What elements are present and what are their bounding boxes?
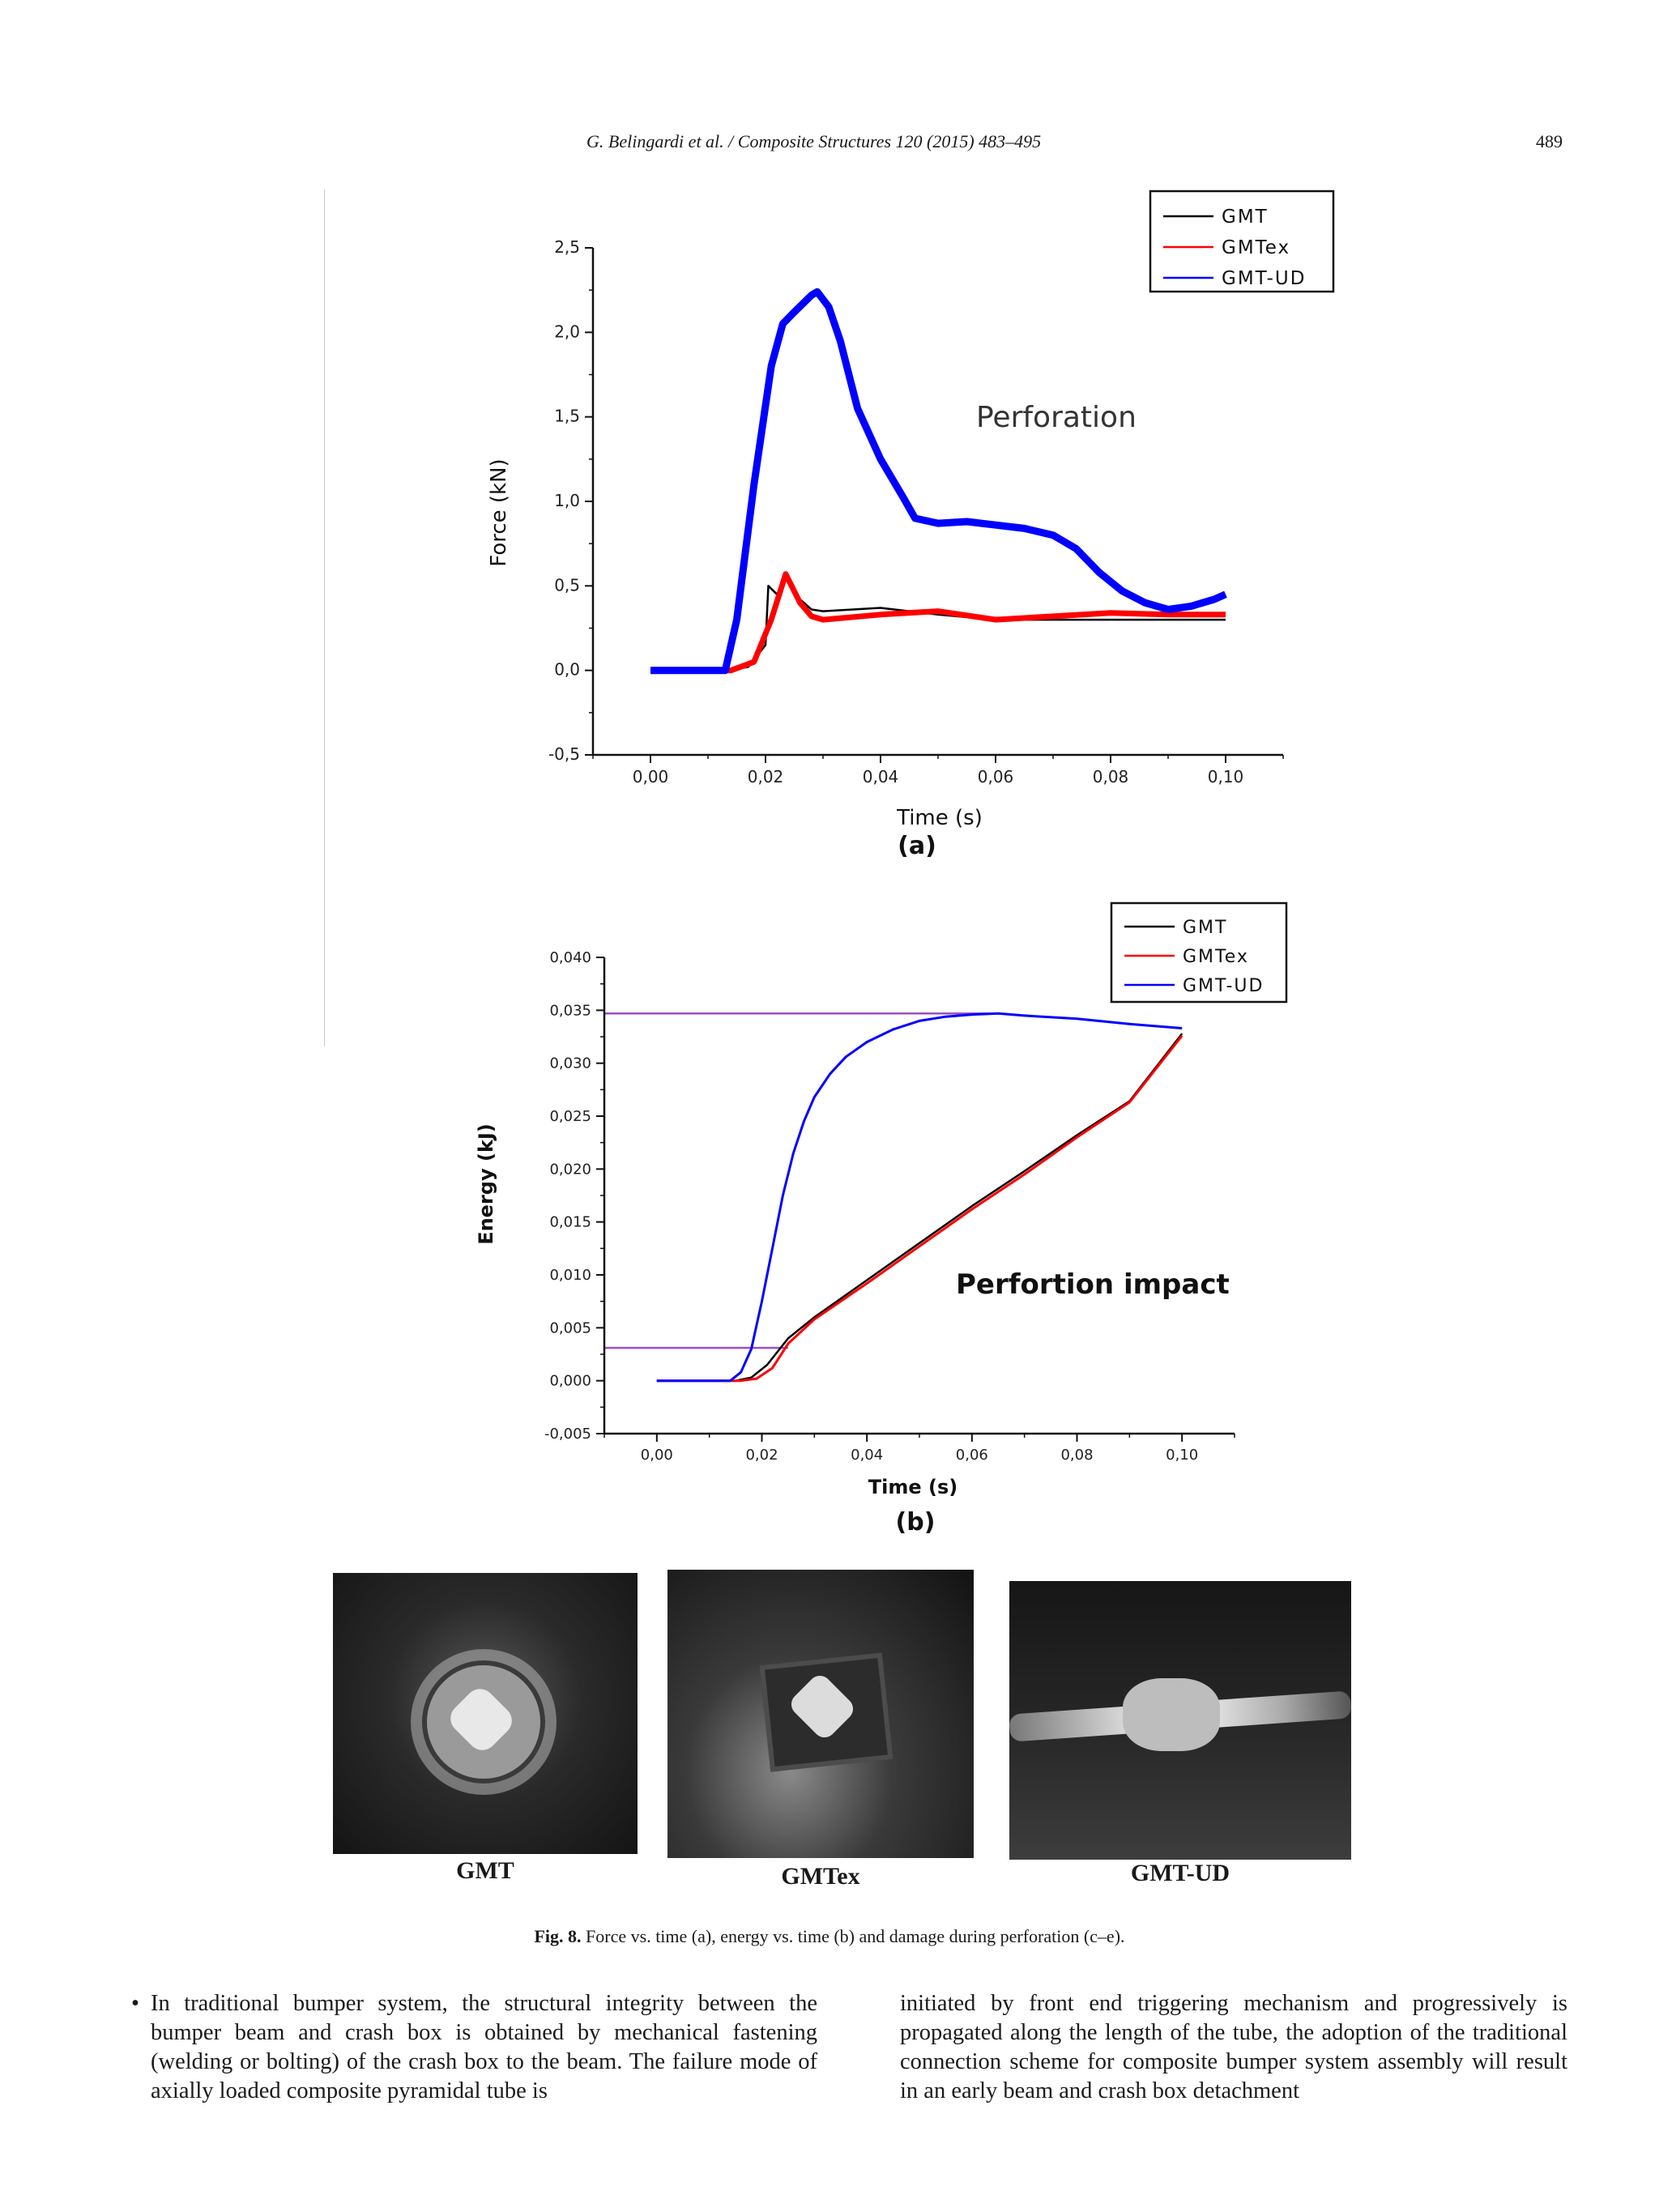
fracture-center-gmt-ud — [1123, 1678, 1220, 1751]
damage-photos: GMT GMTex GMT-UD — [0, 1570, 1659, 1902]
chart-b-ytick-label: 0,035 — [549, 1002, 591, 1019]
journal-citation: G. Belingardi et al. / Composite Structu… — [586, 131, 1042, 151]
chart-a-series-gmt-ud — [650, 288, 1227, 675]
chart-a-xtick-label: 0,08 — [1093, 767, 1129, 786]
chart-b-xtick-label: 0,08 — [1060, 1447, 1093, 1464]
chart-a-xtick-label: 0,02 — [748, 767, 784, 786]
energy-time-chart: -0,005 0,000 0,005 0,010 0,015 0,020 0,025 0,03… — [475, 901, 1288, 1536]
photo-gmt — [333, 1573, 638, 1854]
chart-b-legend-label: GMT-UD — [1183, 976, 1264, 996]
force-time-chart: -0,5 0,0 0,5 1,0 1,5 2,0 2,5 0,00 0,02 0,04 0,06 0,… — [487, 190, 1335, 860]
photo-gmt-ud — [1009, 1581, 1351, 1860]
chart-a-legend: GMT GMTex GMT-UD — [1149, 190, 1335, 293]
chart-b-ytick-label: 0,005 — [549, 1319, 591, 1336]
page-header: G. Belingardi et al. / Composite Structu… — [0, 123, 1659, 156]
chart-a-legend-label: GMTex — [1222, 237, 1290, 258]
chart-b-series-gmtex — [656, 1034, 1183, 1383]
chart-a-series-gmtex — [650, 571, 1226, 674]
chart-b-ytick-label: 0,010 — [549, 1267, 591, 1284]
chart-a-ytick-label: 2,0 — [554, 322, 580, 341]
chart-a-ytick-label: -0,5 — [548, 744, 580, 764]
chart-a-ytick-label: 1,0 — [554, 491, 580, 510]
caption-text: Force vs. time (a), energy vs. time (b) … — [586, 1926, 1125, 1946]
chart-b-title: Perfortion impact — [956, 1268, 1230, 1301]
chart-b-ylabel: Energy (kJ) — [475, 1123, 497, 1245]
chart-b-ytick-label: 0,030 — [549, 1055, 591, 1072]
chart-a-xtick-label: 0,04 — [863, 767, 899, 786]
chart-b-ytick-label: -0,005 — [544, 1426, 591, 1443]
chart-a-xtick-label: 0,00 — [633, 767, 669, 786]
chart-b-ytick-label: 0,025 — [549, 1108, 591, 1125]
chart-b-series-gmt-ud — [656, 1012, 1183, 1383]
chart-a-legend-box — [1149, 190, 1335, 293]
bullet-marker: • — [131, 1991, 139, 2016]
chart-b-ytick-label: 0,015 — [549, 1214, 591, 1231]
photo-label-gmt-ud: GMT-UD — [1130, 1860, 1230, 1886]
chart-a-xtick-label: 0,10 — [1208, 767, 1244, 786]
photo-label-gmt: GMT — [456, 1857, 514, 1884]
chart-a-xlabel: Time (s) — [896, 806, 983, 830]
photo-gmtex — [667, 1570, 974, 1858]
chart-a-ylabel: Force (kN) — [487, 458, 511, 566]
chart-b-xlabel: Time (s) — [868, 1476, 957, 1498]
figure-caption: Fig. 8. Force vs. time (a), energy vs. t… — [0, 1926, 1659, 1947]
chart-a-legend-label: GMT-UD — [1222, 268, 1306, 289]
chart-b-xtick-label: 0,06 — [956, 1447, 988, 1464]
chart-b-legend-label: GMT — [1183, 918, 1227, 938]
photo-label-gmtex: GMTex — [781, 1863, 860, 1890]
chart-b-xtick-label: 0,00 — [641, 1447, 673, 1464]
chart-a-title: Perforation — [976, 401, 1137, 434]
chart-a-ytick-label: 2,5 — [554, 237, 580, 257]
chart-b-xtick-label: 0,04 — [851, 1447, 883, 1464]
chart-a-panel-label: (a) — [898, 832, 936, 860]
margin-rule — [324, 190, 325, 1046]
body-paragraph-left: In traditional bumper system, the struct… — [151, 1991, 817, 2103]
body-column-right: initiated by front end triggering mechan… — [900, 1989, 1567, 2106]
chart-a-ytick-label: 1,5 — [554, 407, 580, 426]
chart-b-legend: GMT GMTex GMT-UD — [1110, 901, 1288, 1004]
chart-a-xtick-label: 0,06 — [978, 767, 1014, 786]
chart-b-ytick-label: 0,040 — [549, 949, 591, 966]
chart-b-panel-label: (b) — [896, 1508, 936, 1536]
chart-a-ytick-label: 0,0 — [554, 660, 580, 680]
chart-a-legend-label: GMT — [1222, 207, 1269, 228]
page-number: 489 — [1536, 131, 1563, 151]
chart-a-ytick-label: 0,5 — [554, 575, 580, 595]
chart-b-xtick-label: 0,02 — [745, 1447, 778, 1464]
caption-prefix: Fig. 8. — [534, 1926, 582, 1946]
chart-b-ytick-label: 0,020 — [549, 1161, 591, 1178]
chart-b-series-gmt — [656, 1033, 1183, 1382]
chart-b-xtick-label: 0,10 — [1166, 1447, 1198, 1464]
body-column-left: • In traditional bumper system, the stru… — [131, 1989, 817, 2106]
chart-b-ytick-label: 0,000 — [549, 1373, 591, 1390]
body-paragraph-right: initiated by front end triggering mechan… — [900, 1991, 1567, 2103]
chart-b-legend-label: GMTex — [1183, 947, 1249, 967]
